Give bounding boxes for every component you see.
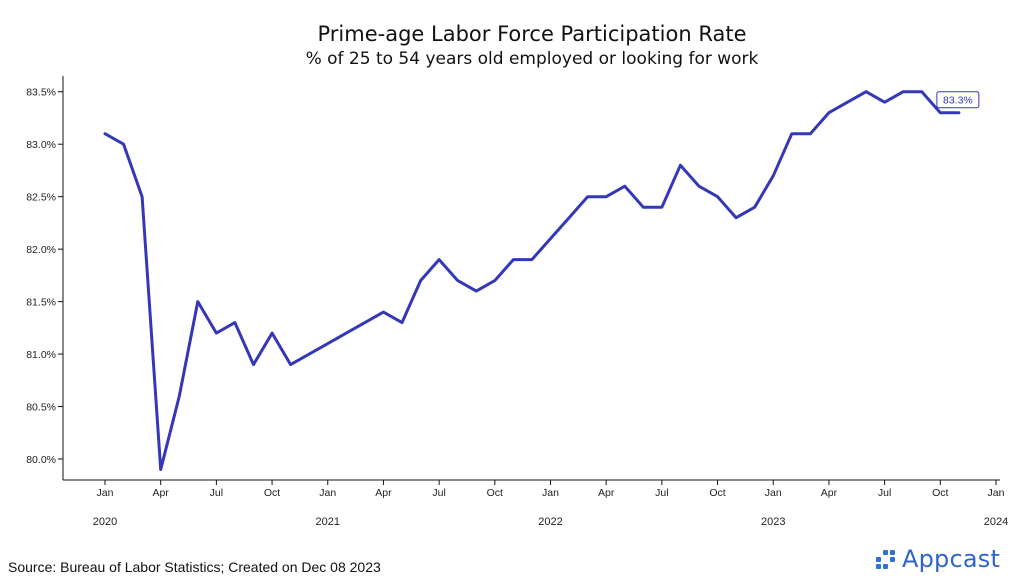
end-value-label-text: 83.3% xyxy=(943,95,973,107)
chart-axes xyxy=(62,76,1000,481)
x-axis-ticks: Jan Apr Jul Oct Jan Apr Jul Oct Jan Apr Jul Oct Jan A… xyxy=(97,480,1005,499)
x-tick-label: Oct xyxy=(264,487,280,499)
chart-title: Prime-age Labor Force Participation Rate xyxy=(318,22,747,46)
x-tick-label: Jan xyxy=(765,487,782,499)
y-tick-label: 80.0% xyxy=(26,454,56,466)
x-tick-label: Jul xyxy=(210,487,223,499)
appcast-logo-icon xyxy=(876,549,895,569)
end-value-label-box xyxy=(936,91,980,109)
x-tick-label: Jan xyxy=(97,487,114,499)
x-tick-label: Oct xyxy=(709,487,725,499)
y-tick-label: 82.5% xyxy=(26,192,56,204)
y-tick-label: 83.0% xyxy=(26,139,56,151)
x-tick-label: Jan xyxy=(542,487,559,499)
appcast-logo-text: Appcast xyxy=(902,545,1001,573)
year-label: 2022 xyxy=(538,516,562,528)
x-tick-label: Jul xyxy=(655,487,668,499)
year-label: 2023 xyxy=(761,516,785,528)
year-label: 2020 xyxy=(93,516,117,528)
chart-subtitle: % of 25 to 54 years old employed or look… xyxy=(306,49,759,69)
x-tick-label: Jan xyxy=(319,487,336,499)
source-note: Source: Bureau of Labor Statistics; Crea… xyxy=(8,559,381,575)
y-tick-label: 81.5% xyxy=(26,297,56,309)
year-label: 2024 xyxy=(984,516,1008,528)
year-labels: 2020 2021 2022 2023 2024 xyxy=(93,516,1008,528)
x-tick-label: Oct xyxy=(932,487,948,499)
x-tick-label: Jul xyxy=(878,487,891,499)
x-tick-label: Apr xyxy=(375,487,392,499)
participation-rate-line xyxy=(103,90,961,471)
x-tick-label: Apr xyxy=(821,487,838,499)
appcast-logo: Appcast xyxy=(876,544,1000,574)
year-label: 2021 xyxy=(316,516,340,528)
y-tick-label: 81.0% xyxy=(26,349,56,361)
x-tick-label: Apr xyxy=(153,487,170,499)
x-tick-label: Jul xyxy=(432,487,445,499)
y-tick-label: 83.5% xyxy=(26,87,56,99)
x-tick-label: Oct xyxy=(487,487,503,499)
end-value-label: 83.3% xyxy=(936,91,980,109)
line-chart: Prime-age Labor Force Participation Rate… xyxy=(26,22,1008,528)
y-tick-label: 80.5% xyxy=(26,402,56,414)
y-axis-ticks: 80.0% 80.5% 81.0% 81.5% 82.0% 82.5% 83.0% 83.5% xyxy=(26,87,63,466)
x-tick-label: Apr xyxy=(598,487,615,499)
y-tick-label: 82.0% xyxy=(26,244,56,256)
x-tick-label: Jan xyxy=(988,487,1005,499)
